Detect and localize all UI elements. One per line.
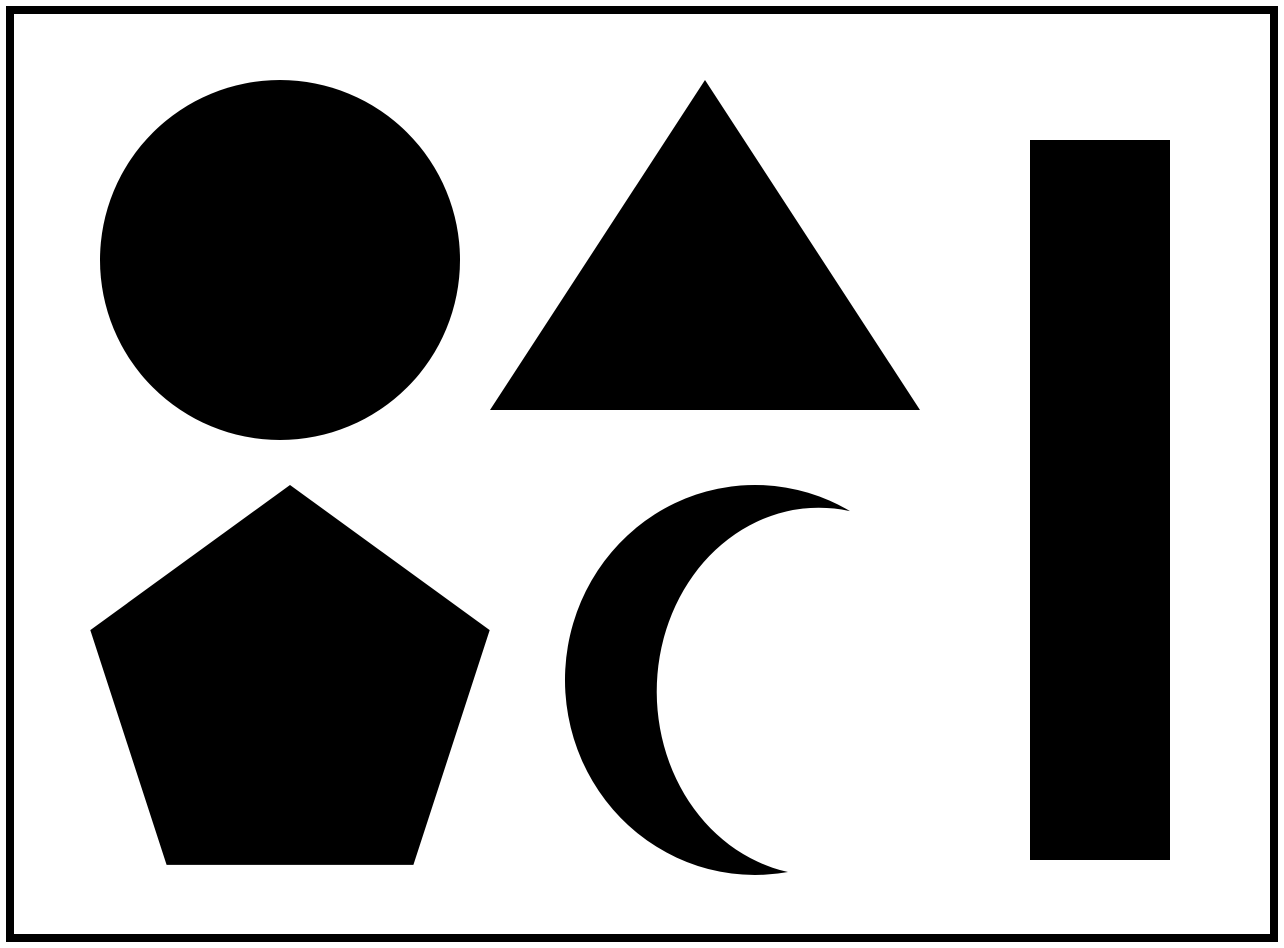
- triangle-shape: [490, 80, 920, 410]
- pentagon-shape: [90, 485, 489, 865]
- shapes-diagram: [0, 0, 1284, 948]
- rectangle-shape: [1030, 140, 1170, 860]
- shapes-svg: [0, 0, 1284, 948]
- crescent-shape: [565, 485, 850, 875]
- circle-shape: [100, 80, 460, 440]
